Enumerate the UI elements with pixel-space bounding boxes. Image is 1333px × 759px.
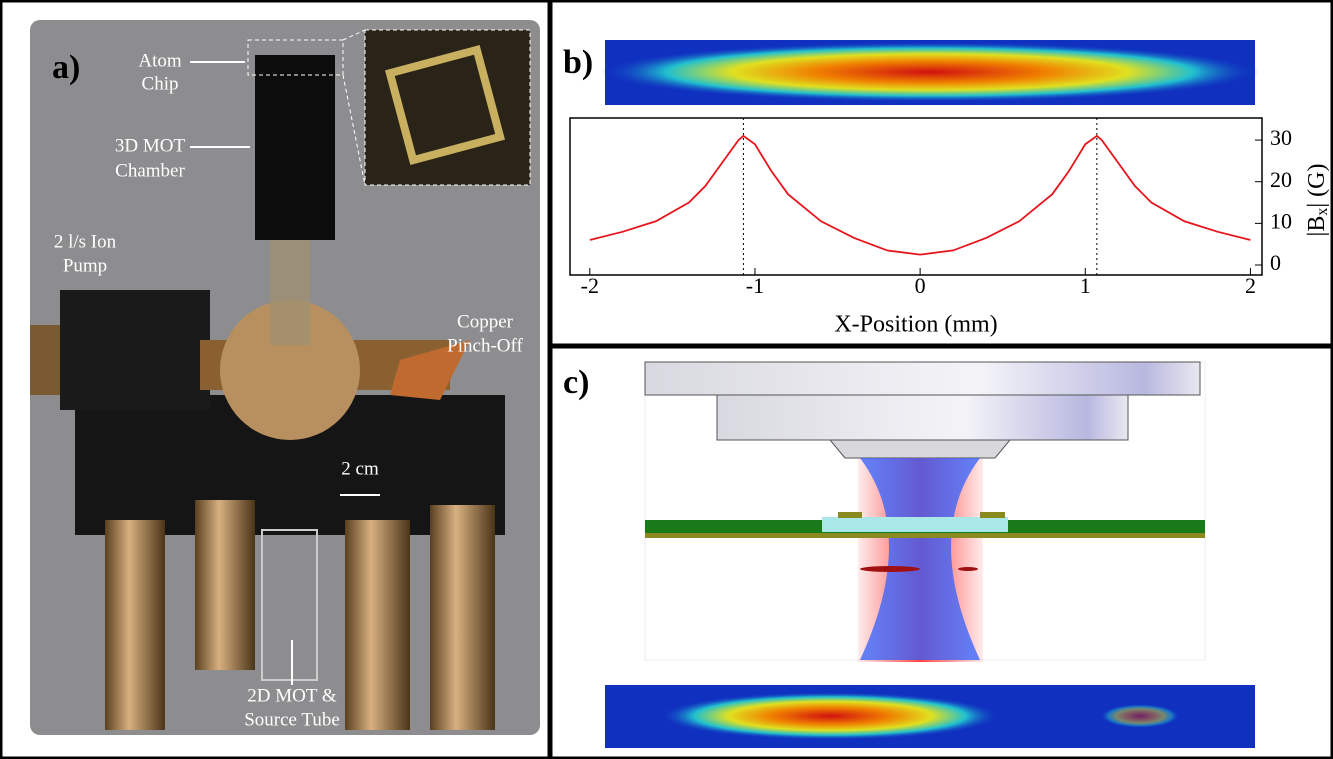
x-tick-label: 0 [915, 273, 926, 298]
x-axis-label: X-Position (mm) [834, 312, 997, 338]
diagram [645, 362, 1205, 662]
y-axis-label: |Bx| (G) [1304, 164, 1331, 237]
photo [30, 20, 540, 735]
panel-label: a) [52, 49, 80, 86]
label: Pinch-Off [447, 335, 523, 356]
figure: a) Atom Chip 3D MOT Chamber 2 l/s Ion Pu… [0, 0, 1333, 759]
y-tick-label: 0 [1270, 250, 1281, 275]
label: Chamber [115, 160, 185, 181]
label: Pump [63, 255, 107, 276]
x-tick-label: 2 [1245, 273, 1256, 298]
scale-bar: 2 cm [341, 458, 379, 479]
label: Atom [138, 50, 182, 71]
x-tick-label: 1 [1080, 273, 1091, 298]
panel-label: b) [563, 44, 593, 81]
label: Copper [457, 311, 514, 332]
y-tick-label: 30 [1270, 125, 1292, 150]
y-tick-label: 20 [1270, 167, 1292, 192]
y-tick-label: 10 [1270, 208, 1292, 233]
x-tick-label: -1 [746, 273, 764, 298]
label: Chip [142, 73, 179, 94]
label: 2 l/s Ion [54, 231, 117, 252]
label: Source Tube [244, 709, 340, 730]
panel-label: c) [563, 364, 589, 401]
absorption-image [600, 40, 1260, 105]
absorption-image [605, 685, 1255, 748]
label: 3D MOT [115, 135, 186, 156]
x-tick-label: -2 [581, 273, 599, 298]
label: 2D MOT & [247, 685, 337, 706]
